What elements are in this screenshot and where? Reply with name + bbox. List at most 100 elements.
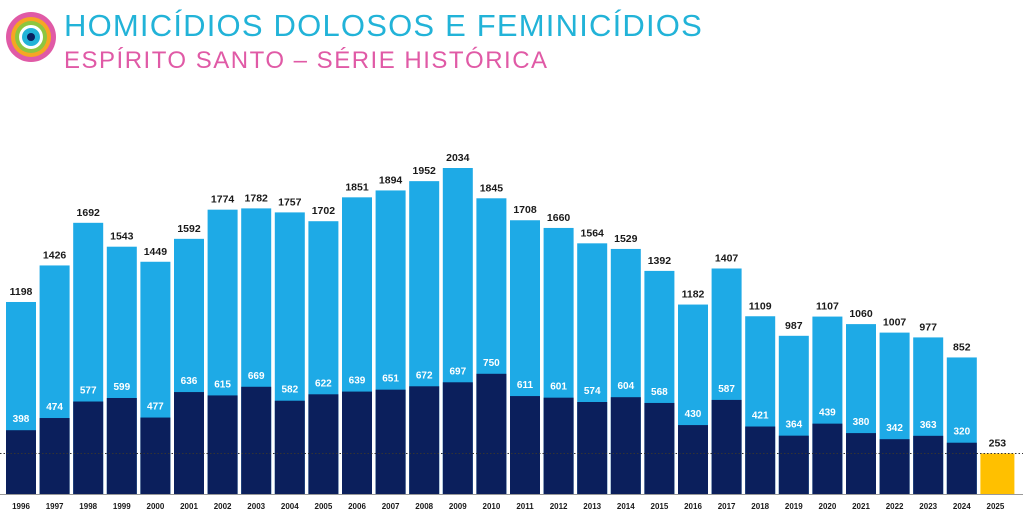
bar-inner (711, 399, 742, 494)
x-tick-label: 2009 (449, 502, 467, 511)
page-title: HOMICÍDIOS DOLOSOS E FEMINICÍDIOS (64, 8, 703, 43)
x-tick-label: 2018 (751, 502, 769, 511)
bar-total-label: 1845 (480, 182, 504, 194)
bar-inner-label: 622 (315, 378, 332, 389)
x-tick-label: 1997 (46, 502, 64, 511)
bar-total-label: 1757 (278, 196, 302, 208)
x-tick-label: 1998 (79, 502, 97, 511)
x-tick-label: 2007 (382, 502, 400, 511)
x-tick-label: 2023 (919, 502, 937, 511)
x-tick-label: 2004 (281, 502, 299, 511)
bar-inner (308, 394, 339, 494)
bar-inner-label: 320 (953, 427, 970, 438)
bar-inner-label: 430 (685, 409, 702, 420)
bar-inner (241, 386, 272, 494)
logo-icon (6, 12, 56, 62)
bar-inner-label: 421 (752, 411, 769, 422)
x-tick-label: 2014 (617, 502, 635, 511)
bar-inner-label: 672 (416, 370, 433, 381)
x-tick-label: 2008 (415, 502, 433, 511)
bar-inner (73, 401, 104, 494)
x-tick-label: 2010 (483, 502, 501, 511)
x-tick-label: 2003 (247, 502, 265, 511)
x-tick-label: 2025 (987, 502, 1005, 511)
bar-inner-label: 568 (651, 387, 668, 398)
bar-total-label: 1198 (10, 286, 33, 298)
bar-inner-label: 582 (281, 385, 298, 396)
bar-inner (577, 402, 608, 494)
bar-inner-label: 574 (584, 386, 601, 397)
bar-inner (442, 382, 473, 494)
bar-inner (879, 439, 910, 494)
bar-total-label: 1702 (312, 205, 336, 217)
bar-inner (39, 418, 70, 494)
bar-total-label: 1851 (345, 181, 369, 193)
bar-inner-label: 636 (181, 376, 198, 387)
bar-inner-label: 474 (46, 402, 63, 413)
bar-total-label: 1894 (379, 174, 403, 186)
bar-total-label: 1564 (581, 227, 605, 239)
bar-inner-label: 398 (13, 414, 30, 425)
bar-total-label: 852 (953, 341, 971, 353)
x-tick-label: 2019 (785, 502, 803, 511)
bar-inner (476, 373, 507, 494)
x-tick-label: 2013 (583, 502, 601, 511)
bar-inner (913, 435, 944, 494)
x-tick-label: 2000 (147, 502, 165, 511)
bar-inner-label: 599 (113, 382, 130, 393)
bar-total-label: 1426 (43, 249, 67, 261)
bar-inner-label: 651 (382, 374, 399, 385)
bar-inner-label: 750 (483, 358, 500, 369)
bar-total-label: 1182 (682, 289, 705, 301)
bar-inner (812, 423, 843, 494)
bar-inner-label: 697 (449, 366, 466, 377)
x-tick-label: 2006 (348, 502, 366, 511)
bar-inner (274, 400, 305, 494)
bar-inner-label: 604 (617, 381, 634, 392)
bar-inner (745, 426, 776, 494)
x-tick-label: 2024 (953, 502, 971, 511)
x-tick-label: 1999 (113, 502, 131, 511)
bar-inner (207, 395, 238, 494)
bar-inner (946, 442, 977, 494)
bar-inner (174, 392, 204, 494)
bar-total-label: 1529 (614, 233, 638, 245)
bar-inner (778, 435, 809, 494)
bar-total-label: 1692 (77, 207, 101, 219)
bar-current-label: 253 (989, 437, 1007, 449)
bar-current (980, 453, 1015, 494)
bar-total-label: 1449 (144, 246, 168, 258)
bar-inner (6, 430, 36, 494)
bar-total-label: 1660 (547, 212, 571, 224)
x-tick-label: 2015 (651, 502, 669, 511)
bar-inner (543, 397, 574, 494)
x-tick-label: 2021 (852, 502, 870, 511)
bar-inner (610, 397, 641, 494)
bar-total-label: 1543 (110, 231, 134, 243)
bar-total-label: 1060 (849, 308, 873, 320)
bar-total-label: 1007 (883, 317, 907, 329)
bar-inner-label: 639 (349, 376, 366, 387)
bar-total-label: 987 (785, 320, 803, 332)
bar-inner (409, 386, 440, 494)
bar-inner-label: 615 (214, 379, 231, 390)
bar-total-label: 1407 (715, 252, 739, 264)
bar-inner-label: 669 (248, 371, 265, 382)
bar-inner-label: 587 (718, 384, 735, 395)
bar-inner-label: 577 (80, 386, 97, 397)
bar-total-label: 1107 (816, 301, 839, 313)
bar-inner (846, 433, 876, 494)
bar-inner (678, 425, 708, 494)
bar-total-label: 1392 (648, 255, 672, 267)
bar-inner (375, 389, 406, 494)
bar-inner-label: 363 (920, 420, 937, 431)
bar-inner-label: 477 (147, 402, 164, 413)
x-tick-label: 2020 (819, 502, 837, 511)
x-tick-label: 2011 (516, 502, 534, 511)
x-tick-label: 2002 (214, 502, 232, 511)
bar-total-label: 1782 (245, 192, 269, 204)
bar-inner (644, 402, 675, 494)
bar-total-label: 977 (919, 321, 937, 333)
bar-inner-label: 611 (517, 380, 534, 391)
